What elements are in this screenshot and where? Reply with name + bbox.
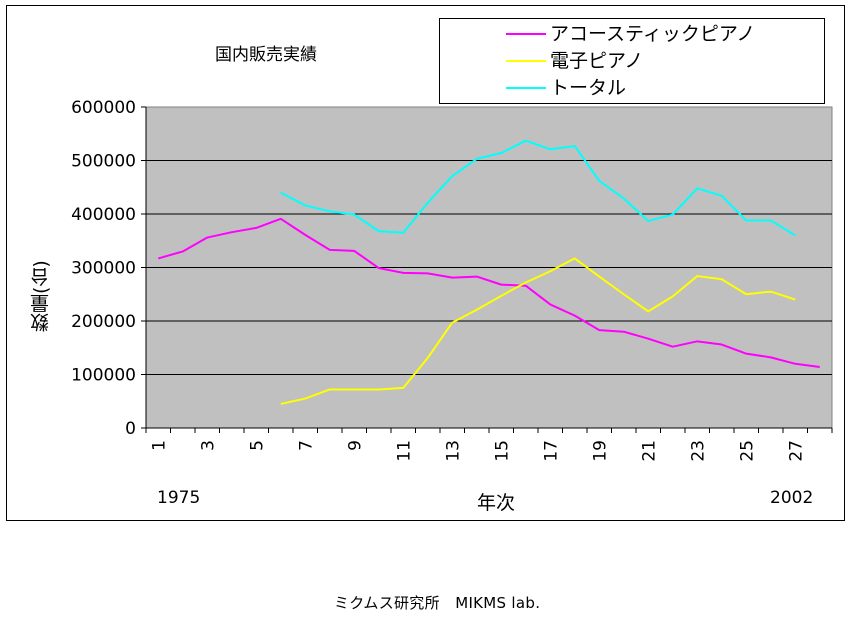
x-axis-start-year: 1975 bbox=[157, 488, 201, 508]
x-tick-label: 17 bbox=[541, 440, 561, 462]
series-lines bbox=[157, 139, 820, 405]
x-tick-label: 9 bbox=[345, 440, 365, 451]
x-axis-ticks: 1 3 5 7 9 11 13 15 17 19 21 23 25 27 bbox=[145, 428, 833, 462]
x-axis-end-year: 2002 bbox=[770, 488, 814, 508]
chart-title: 国内販売実績 bbox=[215, 45, 317, 65]
x-tick-label: 27 bbox=[786, 440, 806, 462]
x-tick-label: 23 bbox=[688, 440, 708, 462]
x-tick-label: 15 bbox=[492, 440, 512, 462]
series-line-0 bbox=[157, 217, 820, 369]
y-tick-label: 600000 bbox=[71, 98, 136, 118]
y-tick-label: 200000 bbox=[71, 312, 136, 332]
footer-credit: ミクムス研究所 MIKMS lab. bbox=[334, 594, 541, 612]
y-tick-label: 0 bbox=[125, 419, 136, 439]
x-tick-label: 19 bbox=[590, 440, 610, 462]
y-axis-ticks: 0 100000 200000 300000 400000 500000 600000 bbox=[71, 98, 832, 439]
legend: アコースティックピアノ 電子ピアノ トータル bbox=[439, 18, 825, 104]
legend-item-acoustic: アコースティックピアノ bbox=[440, 23, 824, 45]
y-tick-label: 500000 bbox=[71, 152, 136, 172]
series-line-2 bbox=[280, 139, 796, 237]
legend-swatch-electronic bbox=[506, 60, 546, 62]
legend-swatch-total bbox=[506, 87, 546, 89]
legend-label-electronic: 電子ピアノ bbox=[550, 50, 644, 72]
gridlines bbox=[146, 160, 832, 375]
legend-item-total: トータル bbox=[440, 77, 824, 99]
legend-label-total: トータル bbox=[550, 77, 627, 99]
x-tick-label: 11 bbox=[394, 440, 414, 462]
legend-item-electronic: 電子ピアノ bbox=[440, 50, 824, 72]
y-tick-label: 100000 bbox=[71, 366, 136, 386]
series-line-1 bbox=[280, 257, 796, 405]
x-tick-label: 1 bbox=[149, 440, 169, 451]
x-tick-label: 13 bbox=[443, 440, 463, 462]
y-axis-title: 数量(台) bbox=[30, 260, 52, 332]
y-tick-label: 300000 bbox=[71, 259, 136, 279]
x-tick-label: 5 bbox=[247, 440, 267, 451]
y-tick-label: 400000 bbox=[71, 205, 136, 225]
x-axis-title: 年次 bbox=[477, 492, 516, 514]
x-tick-label: 21 bbox=[639, 440, 659, 462]
legend-swatch-acoustic bbox=[506, 33, 546, 35]
legend-label-acoustic: アコースティックピアノ bbox=[550, 23, 756, 45]
x-tick-label: 25 bbox=[737, 440, 757, 462]
x-tick-label: 7 bbox=[296, 440, 316, 451]
x-tick-label: 3 bbox=[198, 440, 218, 451]
